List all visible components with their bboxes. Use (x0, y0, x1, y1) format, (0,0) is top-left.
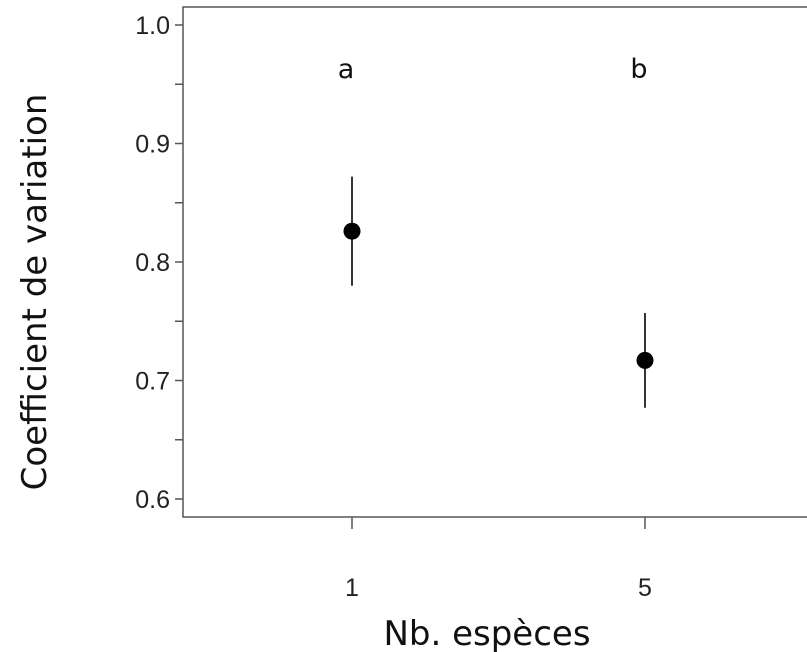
data-marks (343, 176, 654, 408)
y-tick-label: 0.6 (135, 486, 170, 514)
annotation-label: a (338, 54, 355, 85)
y-tick-label: 0.7 (135, 368, 170, 396)
annotation-label: b (630, 54, 647, 85)
x-axis-title: Nb. espèces (383, 614, 590, 652)
y-axis: 0.6 0.7 0.8 0.9 1.0 (135, 12, 183, 514)
x-tick-label: 1 (345, 574, 359, 602)
y-tick-label: 0.9 (135, 131, 170, 159)
data-point (636, 351, 654, 369)
data-point (343, 222, 361, 240)
x-tick-label: 5 (638, 574, 652, 602)
y-axis-title: Coefficient de variation (15, 94, 55, 491)
y-tick-label: 1.0 (135, 12, 170, 40)
plot-frame (182, 6, 807, 518)
y-tick-label: 0.8 (135, 249, 170, 277)
